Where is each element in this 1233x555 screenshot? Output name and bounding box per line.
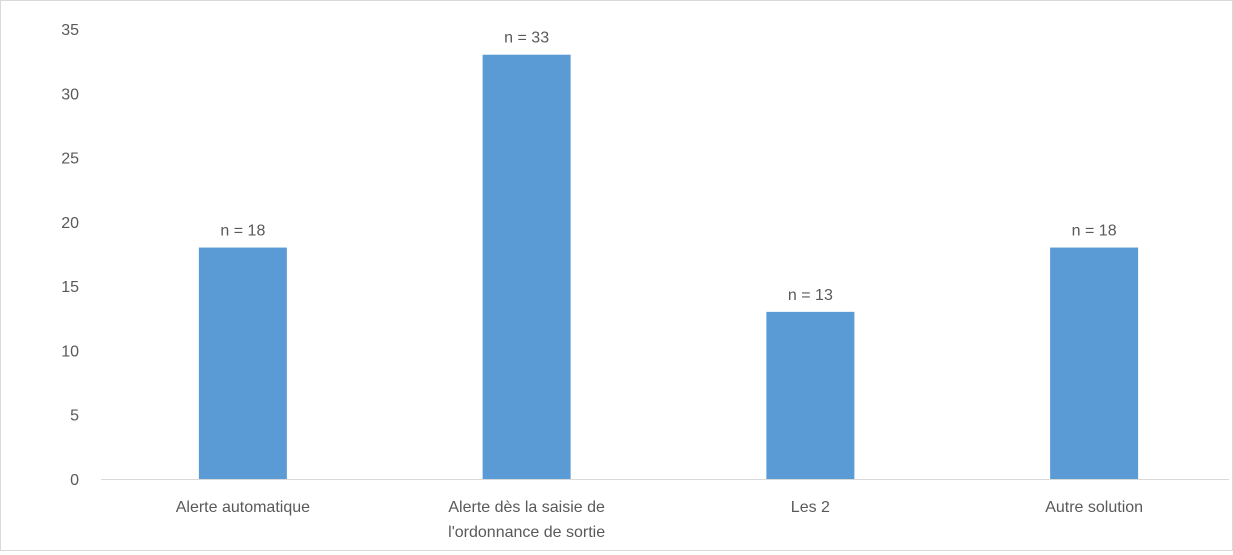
bar <box>766 311 855 479</box>
y-axis-ticks: 0 5 10 15 20 25 30 35 <box>61 22 79 489</box>
data-label: n = 13 <box>788 287 833 304</box>
y-tick-label: 20 <box>61 215 79 232</box>
y-tick-label: 35 <box>61 22 79 39</box>
y-tick-label: 0 <box>70 472 79 489</box>
data-label: n = 18 <box>1072 223 1117 240</box>
x-tick-label: Autre solution <box>1045 499 1143 516</box>
x-tick-label: Les 2 <box>791 499 830 516</box>
y-tick-label: 10 <box>61 343 79 360</box>
data-label: n = 18 <box>220 223 265 240</box>
x-tick-label: Alerte automatique <box>176 499 310 516</box>
x-axis-ticks: Alerte automatique Alerte dès la saisie d… <box>176 499 1143 541</box>
y-tick-label: 30 <box>61 86 79 103</box>
y-tick-label: 25 <box>61 151 79 168</box>
y-tick-label: 15 <box>61 279 79 296</box>
data-label: n = 33 <box>504 30 549 47</box>
x-tick-label: Alerte dès la saisie de <box>448 499 605 516</box>
bar <box>198 247 287 479</box>
y-tick-label: 5 <box>70 408 79 425</box>
data-labels: n = 18 n = 33 n = 13 n = 18 <box>220 30 1116 304</box>
x-tick-label: l'ordonnance de sortie <box>448 524 605 541</box>
bars <box>198 54 1139 479</box>
bar <box>1050 247 1139 479</box>
bar <box>482 54 571 479</box>
